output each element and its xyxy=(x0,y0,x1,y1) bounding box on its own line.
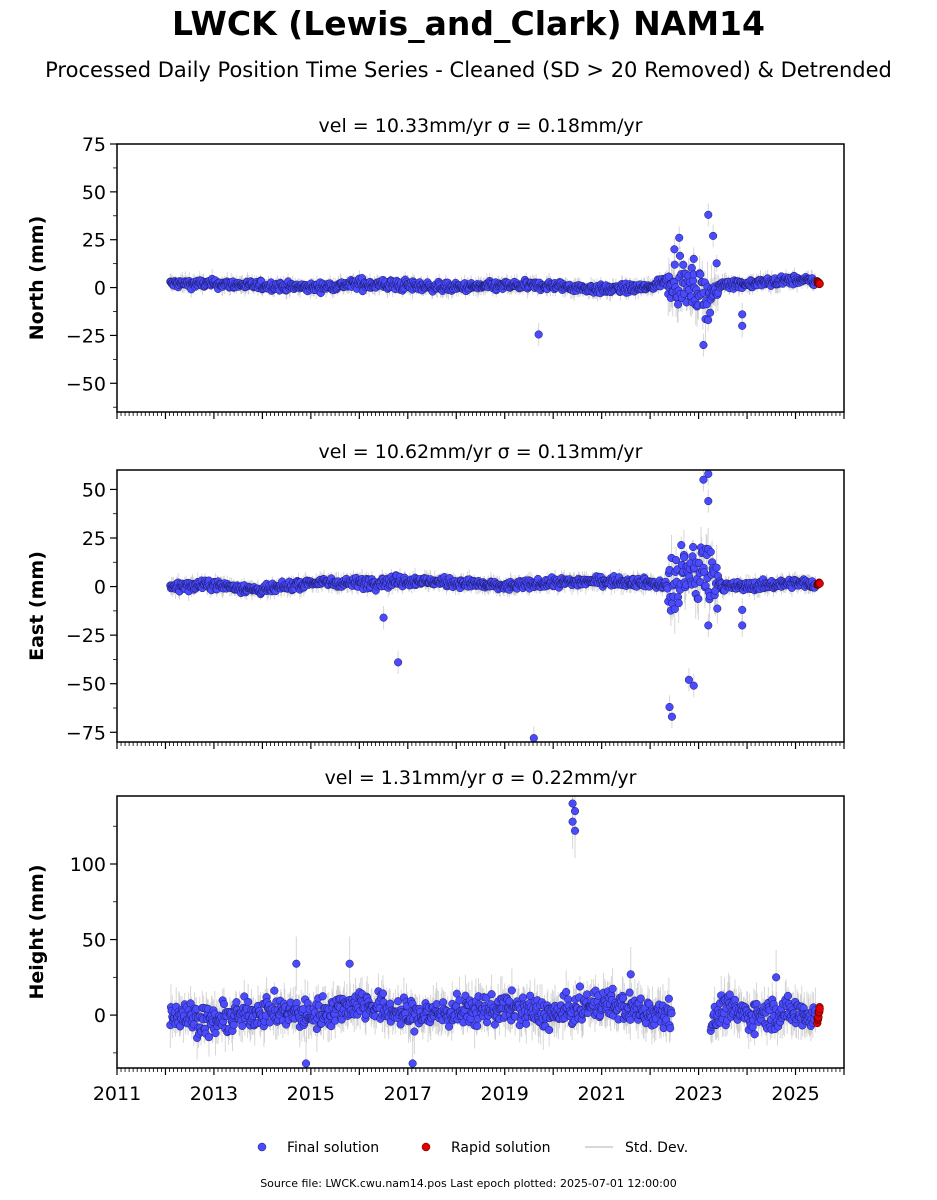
rapid-points-1 xyxy=(813,578,824,589)
final-solution-point xyxy=(738,621,747,630)
panel-title: vel = 10.62mm/yr σ = 0.13mm/yr xyxy=(319,441,643,463)
final-solution-point xyxy=(704,497,713,506)
plot-area-0 xyxy=(166,203,824,357)
axes-frame xyxy=(116,469,845,743)
panel-0: 75 50 25 0 −25 −50 vel = 10.33mm/yr σ = 0.18mm… xyxy=(26,115,845,419)
final-solution-point xyxy=(684,675,693,684)
final-solution-point xyxy=(689,681,698,690)
y-tick-label: −25 xyxy=(66,625,106,647)
final-solution-point xyxy=(712,563,721,572)
rapid-points-0 xyxy=(813,277,824,289)
y-axis-label: East (mm) xyxy=(26,551,48,661)
page-title: LWCK (Lewis_and_Clark) NAM14 xyxy=(172,4,765,43)
final-solution-point xyxy=(534,330,543,339)
final-solution-point xyxy=(688,552,697,561)
y-axis-label: North (mm) xyxy=(26,216,48,341)
final-solution-point xyxy=(704,210,713,219)
final-solution-point xyxy=(664,272,673,281)
final-solution-point xyxy=(394,658,403,667)
y-tick-label: −25 xyxy=(66,325,106,347)
final-solution-point xyxy=(667,712,676,721)
final-points-1 xyxy=(166,470,820,742)
final-solution-point xyxy=(675,251,685,260)
y-tick-label: 25 xyxy=(82,528,106,550)
final-solution-point xyxy=(679,260,688,269)
y-tick-label: 0 xyxy=(94,577,106,599)
final-solution-point xyxy=(670,260,679,269)
final-solution-point xyxy=(738,321,747,330)
panel-1: 50 25 0 −25 −50 −75 vel = 10.62mm/yr σ = 0.13m… xyxy=(26,441,845,749)
y-tick-label: 50 xyxy=(82,479,106,501)
y-tick-label: −50 xyxy=(66,373,106,395)
final-solution-point xyxy=(738,605,747,614)
final-solution-point xyxy=(665,702,674,712)
rapid-solution-point xyxy=(815,579,824,588)
rapid-solution-point xyxy=(815,279,824,288)
final-solution-point xyxy=(696,270,705,279)
page-subtitle: Processed Daily Position Time Series - C… xyxy=(45,58,892,82)
final-solution-point xyxy=(712,259,721,268)
y-tick-label: 50 xyxy=(82,182,106,204)
panel-title: vel = 10.33mm/yr σ = 0.18mm/yr xyxy=(319,115,643,137)
y-tick-label: 75 xyxy=(82,134,106,156)
y-tick-label: −75 xyxy=(66,722,106,744)
final-solution-point xyxy=(704,315,713,325)
final-solution-point xyxy=(670,245,679,254)
final-solution-point xyxy=(675,233,684,242)
final-solution-point xyxy=(699,475,708,484)
plot-area-1 xyxy=(166,470,824,742)
final-solution-point xyxy=(701,581,710,590)
final-solution-point xyxy=(738,310,747,319)
final-solution-point xyxy=(672,556,681,565)
y-tick-label: 25 xyxy=(82,230,106,252)
final-solution-point xyxy=(674,300,683,309)
final-solution-point xyxy=(379,613,388,622)
final-solution-point xyxy=(713,604,722,613)
final-solution-point xyxy=(674,599,683,608)
final-solution-point xyxy=(670,605,679,614)
final-solution-point xyxy=(699,340,708,350)
final-points-0 xyxy=(166,210,820,350)
final-solution-point xyxy=(694,594,703,603)
y-tick-label: 0 xyxy=(94,278,106,300)
std-dev-bars-2 xyxy=(169,796,816,1068)
final-solution-point xyxy=(704,621,713,630)
final-solution-point xyxy=(680,553,689,562)
final-solution-point xyxy=(677,541,686,550)
final-solution-point xyxy=(689,254,698,263)
plot-area-2 xyxy=(166,796,824,1068)
final-solution-point xyxy=(709,231,718,240)
final-solution-point xyxy=(706,547,715,556)
final-solution-point xyxy=(704,470,713,478)
final-solution-point xyxy=(529,734,538,742)
y-tick-label: −50 xyxy=(66,674,106,696)
final-solution-point xyxy=(689,542,698,552)
final-solution-point xyxy=(706,308,715,317)
